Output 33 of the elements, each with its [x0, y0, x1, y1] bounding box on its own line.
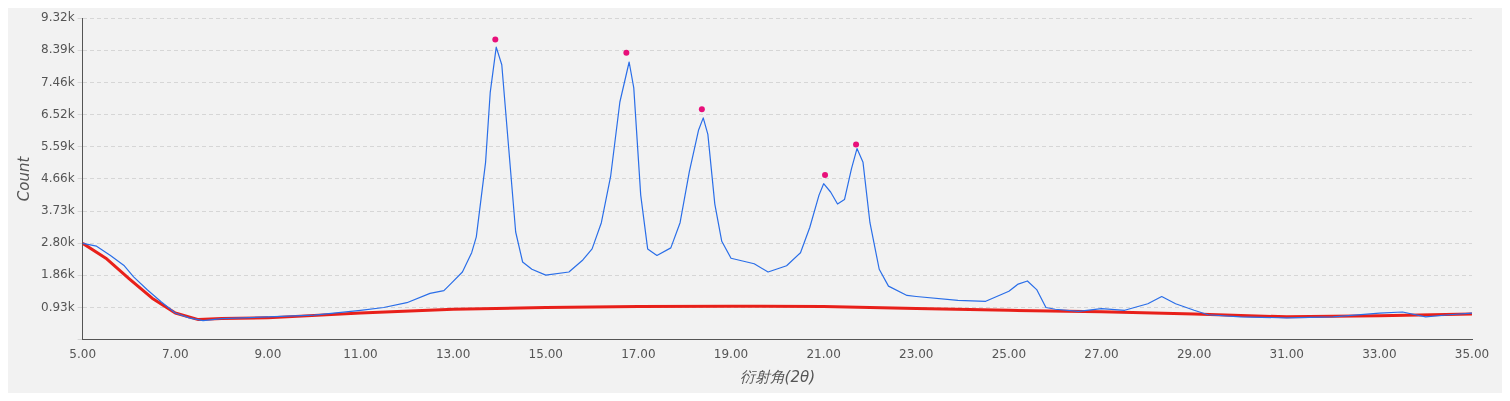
- y-tick-label: 5.59k: [41, 138, 75, 153]
- x-tick-label: 25.00: [991, 346, 1027, 361]
- x-tick-label: 31.00: [1269, 346, 1304, 361]
- x-tick-label: 5.00: [69, 346, 97, 361]
- x-tick-label: 29.00: [1176, 346, 1212, 361]
- x-tick-label: 21.00: [806, 346, 841, 361]
- y-tick-label: 9.32k: [41, 10, 75, 25]
- y-tick-label: 4.66k: [41, 171, 75, 186]
- point: [698, 106, 705, 113]
- x-tick-label: 17.00: [621, 346, 656, 361]
- x-tick-label: 9.00: [254, 346, 282, 361]
- y-tick-label: 8.39k: [41, 42, 75, 57]
- point: [853, 141, 860, 148]
- x-tick-label: 23.00: [899, 346, 934, 361]
- x-tick-label: 7.00: [161, 346, 189, 361]
- y-axis-title: Count: [14, 155, 33, 202]
- y-tick-label: 6.52k: [41, 106, 75, 121]
- y-tick-label: 2.80k: [41, 235, 75, 250]
- y-tick-label: 3.73k: [41, 203, 75, 218]
- x-tick-label: 11.00: [343, 346, 378, 361]
- x-tick-label: 13.00: [435, 346, 471, 361]
- y-tick-label: 7.46k: [41, 74, 75, 89]
- x-tick-label: 19.00: [713, 346, 749, 361]
- point: [623, 49, 630, 56]
- y-tick-label: 1.86k: [41, 267, 75, 282]
- point: [492, 36, 499, 43]
- x-axis-title: 衍射角(2θ): [739, 367, 816, 386]
- x-tick-label: 33.00: [1362, 346, 1397, 361]
- y-tick-label: 0.93k: [41, 299, 75, 314]
- point: [822, 172, 829, 179]
- x-tick-label: 35.00: [1454, 346, 1490, 361]
- x-tick-label: 27.00: [1084, 346, 1119, 361]
- x-tick-label: 15.00: [528, 346, 563, 361]
